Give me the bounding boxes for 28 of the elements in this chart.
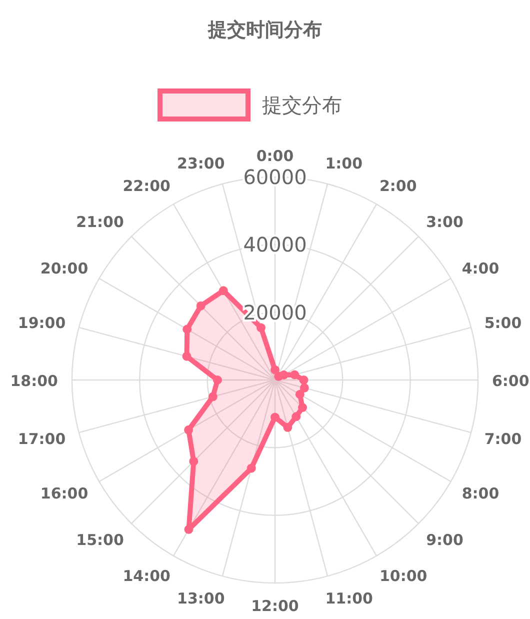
spoke-label: 0:00 — [256, 147, 294, 165]
spoke-label: 16:00 — [40, 484, 88, 502]
spoke-label: 3:00 — [426, 212, 464, 231]
spoke-label: 19:00 — [18, 314, 66, 332]
spoke-label: 13:00 — [177, 589, 225, 608]
spoke-label: 22:00 — [122, 177, 170, 196]
spoke-label: 7:00 — [484, 430, 522, 448]
spoke-label: 23:00 — [177, 154, 225, 173]
spoke-label: 18:00 — [10, 372, 58, 390]
spoke-label: 4:00 — [462, 260, 500, 278]
spoke-label: 5:00 — [484, 314, 522, 332]
spoke-label: 14:00 — [122, 566, 170, 585]
spoke-label: 1:00 — [325, 154, 363, 173]
y-tick-label: 60000 — [243, 165, 307, 189]
spoke-label: 6:00 — [492, 372, 530, 390]
spoke-label: 15:00 — [76, 531, 124, 550]
spoke-label: 17:00 — [18, 430, 66, 448]
spoke-label: 9:00 — [426, 531, 464, 550]
spoke-label: 10:00 — [380, 566, 428, 585]
spoke-label: 12:00 — [251, 597, 299, 615]
y-tick-label: 40000 — [243, 232, 307, 257]
chart-title: 提交时间分布 — [207, 19, 322, 41]
spoke-label: 21:00 — [76, 212, 124, 231]
spoke-label: 11:00 — [325, 589, 373, 608]
spoke-label: 20:00 — [40, 260, 88, 278]
spoke-label: 2:00 — [380, 177, 417, 196]
legend-label: 提交分布 — [262, 93, 342, 117]
spoke-label: 8:00 — [462, 484, 500, 502]
